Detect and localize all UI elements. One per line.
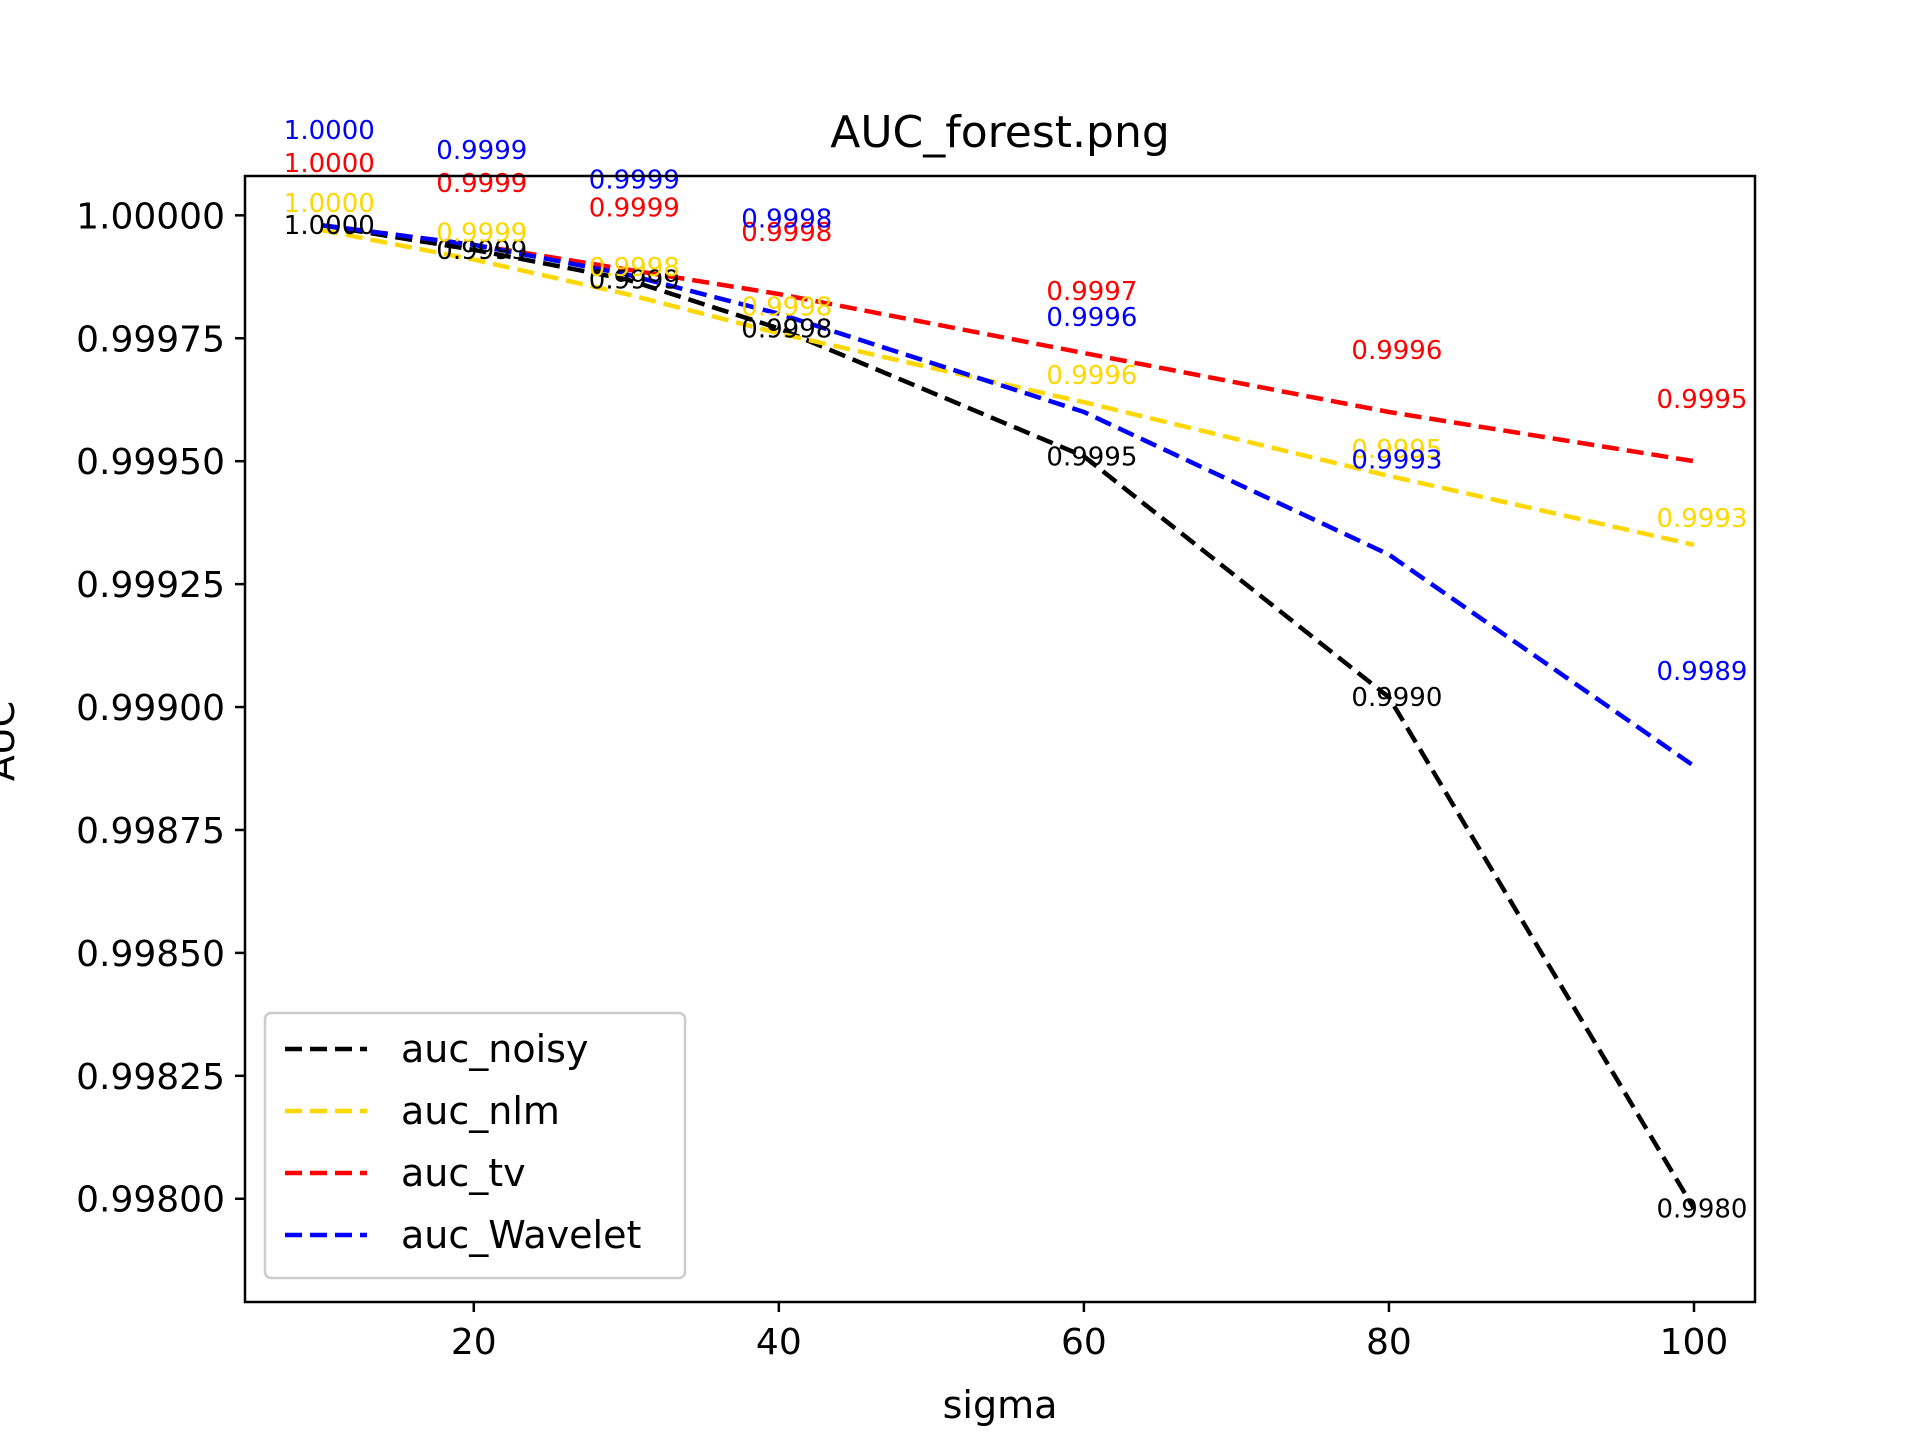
y-tick-label: 0.99800 [76,1180,225,1221]
y-tick-label: 0.99850 [76,934,225,975]
data-label-auc_Wavelet: 0.9999 [589,165,680,195]
data-label-auc_nlm: 1.0000 [284,189,375,219]
data-label-auc_tv: 0.9998 [741,218,832,248]
y-tick-label: 0.99950 [76,442,225,483]
legend: auc_noisy auc_nlm auc_tv auc_Wavelet [263,1011,687,1280]
series-line-auc_noisy [320,222,1696,1210]
data-label-auc_nlm: 0.9996 [1046,361,1137,391]
y-tick-label: 1.00000 [76,196,225,237]
data-label-auc_nlm: 0.9995 [1351,435,1442,465]
y-tick-label: 0.99900 [76,688,225,729]
data-label-auc_tv: 0.9995 [1657,385,1748,415]
data-label-auc_tv: 0.9999 [589,193,680,223]
legend-label-auc_nlm: auc_nlm [401,1089,560,1133]
x-tick-label: 80 [1366,1322,1412,1363]
data-label-auc_tv: 0.9999 [436,169,527,199]
series-line-auc_Wavelet [321,222,1696,768]
legend-label-auc_noisy: auc_noisy [401,1027,588,1071]
legend-label-auc_Wavelet: auc_Wavelet [401,1213,641,1257]
series-line-auc_nlm [320,227,1695,547]
x-tick-label: 40 [756,1322,802,1363]
data-label-auc_noisy: 0.9999 [589,265,680,295]
data-label-auc_nlm: 0.9993 [1657,504,1748,534]
data-label-auc_Wavelet: 0.9993 [1351,446,1442,476]
data-label-auc_noisy: 0.9980 [1657,1195,1748,1225]
data-label-auc_nlm: 0.9998 [741,292,832,322]
legend-box [263,1011,687,1280]
data-label-auc_Wavelet: 0.9998 [741,205,832,235]
y-tick-label: 0.99875 [76,811,225,852]
data-label-auc_tv: 0.9997 [1046,277,1137,307]
legend-label-auc_tv: auc_tv [401,1151,526,1195]
data-label-auc_Wavelet: 1.0000 [284,116,375,146]
data-label-auc_tv: 1.0000 [284,149,375,179]
plot-frame [243,174,1757,1304]
data-label-auc_noisy: 0.9990 [1351,683,1442,713]
data-label-auc_noisy: 0.9995 [1046,442,1137,472]
data-label-auc_noisy: 0.9999 [436,236,527,266]
chart-title: AUC_forest.png [830,107,1170,158]
data-label-auc_nlm: 0.9999 [436,219,527,249]
x-tick-label: 20 [451,1322,497,1363]
plot-area: 1.00000.99990.99990.99980.99950.99900.99… [76,116,1757,1363]
data-label-auc_noisy: 0.9998 [741,314,832,344]
data-label-auc_Wavelet: 0.9996 [1046,303,1137,333]
x-tick-label: 100 [1660,1322,1729,1363]
data-label-auc_noisy: 1.0000 [284,211,375,241]
y-axis-label: AUC [0,701,23,781]
x-axis-label: sigma [943,1383,1058,1427]
data-label-auc_tv: 0.9996 [1351,336,1442,366]
x-tick-label: 60 [1061,1322,1107,1363]
y-tick-label: 0.99825 [76,1057,225,1098]
y-tick-label: 0.99925 [76,565,225,606]
y-tick-label: 0.99975 [76,319,225,360]
data-label-auc_Wavelet: 0.9999 [436,136,527,166]
data-label-auc_nlm: 0.9998 [589,253,680,283]
data-label-auc_Wavelet: 0.9989 [1657,657,1748,687]
